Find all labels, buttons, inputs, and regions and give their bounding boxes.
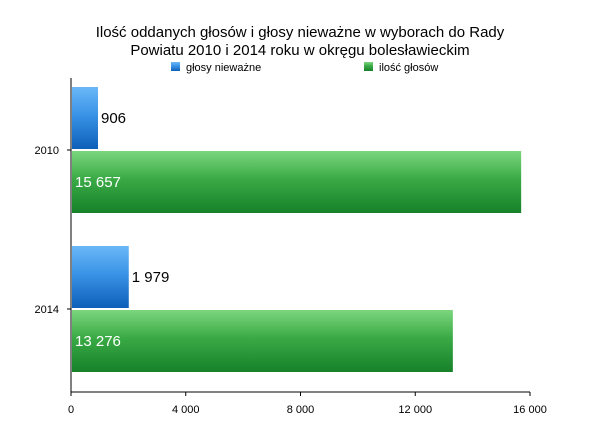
- data-label: 15 657: [75, 174, 121, 191]
- bar: [72, 246, 129, 308]
- data-label: 906: [101, 110, 126, 127]
- bar: [72, 87, 98, 149]
- bar: [72, 151, 522, 213]
- plot-area: 0 4 000 8 000 12 000 16 000 2010 906 15 657 2014…: [35, 78, 547, 416]
- legend-swatch-glosy-niewazne: [171, 62, 180, 71]
- data-label: 13 276: [75, 333, 121, 350]
- chart-title-line-2: Powiatu 2010 i 2014 roku w okręgu bolesł…: [130, 42, 469, 59]
- bar: [72, 310, 453, 372]
- legend-swatch-ilosc-glosow: [364, 62, 373, 71]
- x-tick-label: 8 000: [287, 404, 315, 416]
- chart-title-line-1: Ilość oddanych głosów i głosy nieważne w…: [96, 24, 505, 41]
- x-tick-label: 12 000: [398, 404, 432, 416]
- x-tick-label: 0: [68, 404, 74, 416]
- legend: głosy nieważne ilość głosów: [171, 62, 438, 74]
- x-tick-label: 4 000: [172, 404, 200, 416]
- category-label: 2014: [35, 304, 59, 316]
- category-label: 2010: [35, 145, 59, 157]
- x-tick-label: 16 000: [513, 404, 547, 416]
- legend-label-ilosc-glosow: ilość głosów: [379, 62, 438, 74]
- data-label: 1 979: [132, 269, 170, 286]
- legend-label-glosy-niewazne: głosy nieważne: [186, 62, 261, 74]
